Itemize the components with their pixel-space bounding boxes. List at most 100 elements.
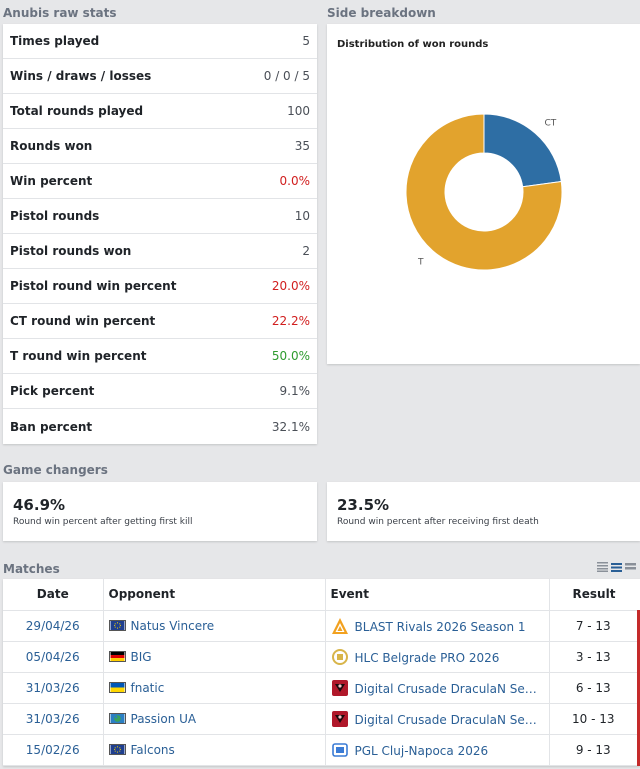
event-name[interactable]: BLAST Rivals 2026 Season 1 [354, 620, 526, 634]
stat-row: Pistol rounds won 2 [3, 234, 317, 269]
first-death-card: 23.5% Round win percent after receiving … [327, 482, 640, 541]
match-result[interactable]: 9 - 13 [549, 734, 640, 766]
match-date[interactable]: 15/02/26 [3, 734, 104, 766]
match-date[interactable]: 05/04/26 [3, 641, 104, 673]
stat-row: Ban percent 32.1% [3, 409, 317, 444]
stat-label: Pistol rounds [10, 209, 100, 223]
opponent-name[interactable]: BIG [130, 649, 152, 664]
list-default-view-icon[interactable] [611, 562, 622, 572]
match-date[interactable]: 29/04/26 [3, 610, 104, 642]
stat-label: Pick percent [10, 384, 95, 398]
col-opponent: Opponent [103, 579, 326, 611]
stat-value: 0.0% [279, 174, 311, 188]
stat-value: 10 [294, 209, 310, 223]
result-score[interactable]: 9 - 13 [575, 742, 611, 757]
opponent-name[interactable]: Falcons [130, 742, 175, 757]
stat-row: Rounds won 35 [3, 129, 317, 164]
opponent-name[interactable]: Natus Vincere [130, 618, 215, 633]
match-row[interactable]: 05/04/26 BIG HLC Belgrade PRO 2026 3 - 13 [3, 641, 640, 673]
dracula-icon [331, 679, 348, 696]
side-breakdown-panel: Distribution of won rounds CT T [327, 24, 640, 364]
side-breakdown-title: Side breakdown [327, 6, 436, 20]
stat-value: 2 [302, 244, 310, 258]
stat-label: Pistol rounds won [10, 244, 132, 258]
eu-flag-icon [108, 743, 126, 755]
match-row[interactable]: 15/02/26 Falcons PGL Cluj-Napoca 2026 9 - 1… [3, 734, 640, 766]
match-row[interactable]: 31/03/26 Passion UA Digital Crusade Dracul… [3, 703, 640, 735]
view-toggle [597, 562, 636, 572]
opponent-name[interactable]: fnatic [130, 680, 165, 695]
stat-value: 35 [294, 139, 310, 153]
raw-stats-title: Anubis raw stats [3, 6, 117, 20]
eu-flag-icon [108, 619, 126, 631]
hlc-icon [331, 648, 348, 665]
match-event[interactable]: HLC Belgrade PRO 2026 [325, 641, 550, 673]
list-wide-view-icon[interactable] [625, 562, 636, 572]
match-opponent[interactable]: fnatic [103, 672, 326, 704]
result-score[interactable]: 6 - 13 [575, 680, 611, 695]
slice-ct [483, 113, 562, 188]
list-compact-view-icon[interactable] [597, 562, 608, 572]
stat-value: 100 [287, 104, 310, 118]
first-kill-desc: Round win percent after getting first ki… [13, 517, 193, 527]
dracula-icon [331, 710, 348, 727]
event-name[interactable]: Digital Crusade DraculaN Seaso... [354, 682, 542, 696]
raw-stats-table: Times played 5 Wins / draws / losses 0 / 0 … [3, 24, 317, 444]
match-event[interactable]: Digital Crusade DraculaN Seaso... [325, 672, 550, 704]
stat-row: Times played 5 [3, 24, 317, 59]
match-opponent[interactable]: Falcons [103, 734, 326, 766]
first-death-value: 23.5% [337, 496, 390, 514]
match-date-text[interactable]: 15/02/26 [25, 742, 80, 757]
stat-value: 22.2% [271, 314, 310, 328]
match-event[interactable]: PGL Cluj-Napoca 2026 [325, 734, 550, 766]
blast-icon [331, 617, 348, 634]
matches-title: Matches [3, 562, 60, 576]
match-date-text[interactable]: 05/04/26 [25, 649, 80, 664]
col-event: Event [325, 579, 550, 611]
first-kill-card: 46.9% Round win percent after getting fi… [3, 482, 317, 541]
match-result[interactable]: 10 - 13 [549, 703, 640, 735]
match-result[interactable]: 3 - 13 [549, 641, 640, 673]
col-result: Result [549, 579, 639, 611]
match-event[interactable]: BLAST Rivals 2026 Season 1 [325, 610, 550, 642]
slice-t [405, 113, 563, 271]
match-result[interactable]: 6 - 13 [549, 672, 640, 704]
match-date[interactable]: 31/03/26 [3, 672, 104, 704]
match-result[interactable]: 7 - 13 [549, 610, 640, 642]
world-flag-icon [108, 712, 126, 724]
match-opponent[interactable]: Natus Vincere [103, 610, 326, 642]
event-name[interactable]: PGL Cluj-Napoca 2026 [354, 744, 489, 758]
match-row[interactable]: 31/03/26 fnatic Digital Crusade DraculaN S… [3, 672, 640, 704]
stat-row: CT round win percent 22.2% [3, 304, 317, 339]
match-date[interactable]: 31/03/26 [3, 703, 104, 735]
event-name[interactable]: HLC Belgrade PRO 2026 [354, 651, 500, 665]
stat-row: Pick percent 9.1% [3, 374, 317, 409]
stat-label: Ban percent [10, 419, 93, 434]
event-name[interactable]: Digital Crusade DraculaN Seaso... [354, 713, 542, 727]
stat-row: Win percent 0.0% [3, 164, 317, 199]
stat-label: Total rounds played [10, 104, 144, 118]
stat-label: Pistol round win percent [10, 279, 177, 293]
stat-row: Wins / draws / losses 0 / 0 / 5 [3, 59, 317, 94]
match-event[interactable]: Digital Crusade DraculaN Seaso... [325, 703, 550, 735]
result-score[interactable]: 3 - 13 [575, 649, 611, 664]
match-date-text[interactable]: 29/04/26 [25, 618, 80, 633]
stat-row: T round win percent 50.0% [3, 339, 317, 374]
slice-label-t: T [417, 257, 424, 267]
match-date-text[interactable]: 31/03/26 [25, 711, 80, 726]
match-opponent[interactable]: BIG [103, 641, 326, 673]
result-score[interactable]: 7 - 13 [575, 618, 611, 633]
matches-header-row: Date Opponent Event Result [3, 579, 639, 611]
slice-label-ct: CT [545, 119, 557, 129]
ua-flag-icon [108, 681, 126, 693]
stat-row: Pistol rounds 10 [3, 199, 317, 234]
chart-title: Distribution of won rounds [337, 39, 489, 50]
match-date-text[interactable]: 31/03/26 [25, 680, 80, 695]
stat-value: 0 / 0 / 5 [263, 69, 310, 83]
match-row[interactable]: 29/04/26 Natus Vincere BLAST Rivals 2026 S… [3, 610, 640, 642]
match-opponent[interactable]: Passion UA [103, 703, 326, 735]
stat-label: Wins / draws / losses [10, 69, 152, 83]
stat-row: Total rounds played 100 [3, 94, 317, 129]
opponent-name[interactable]: Passion UA [130, 711, 197, 726]
result-score[interactable]: 10 - 13 [572, 711, 615, 726]
